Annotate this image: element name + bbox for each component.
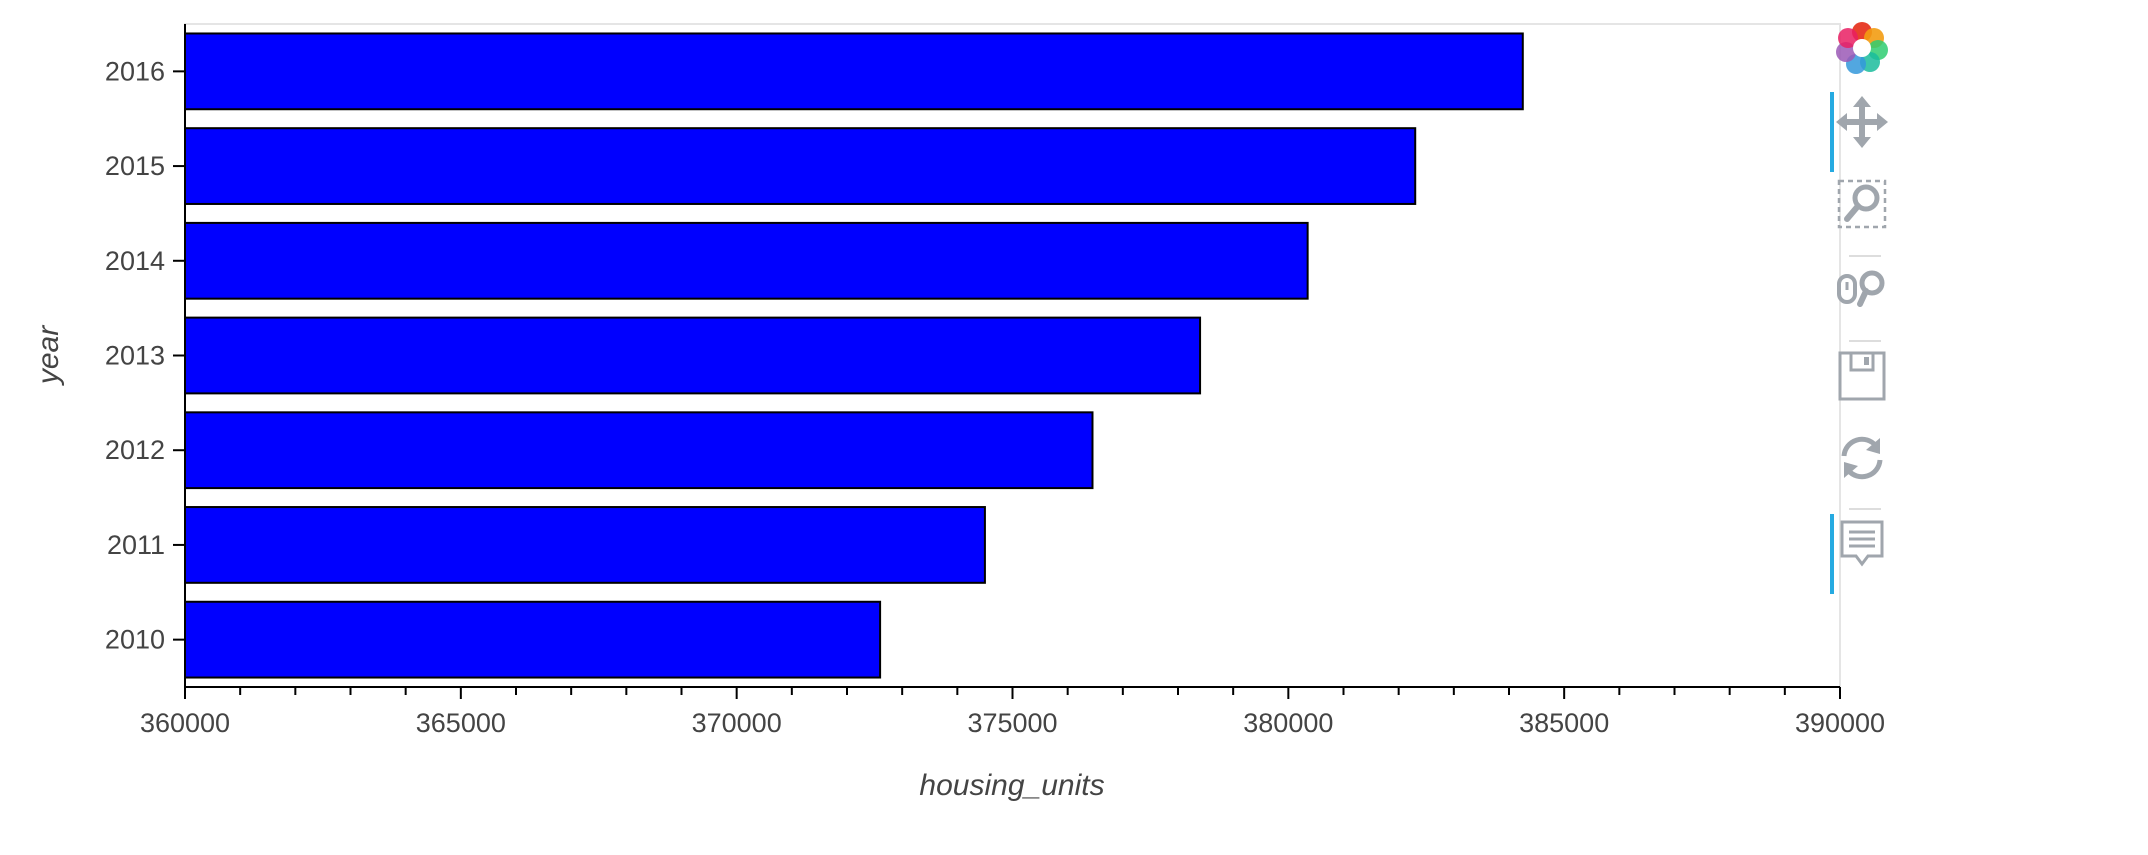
toolbar-separator [1849,340,1881,342]
y-tick-label-2010: 2010 [105,625,165,655]
bar-2011 [184,506,986,584]
y-tick-label-2016: 2016 [105,56,165,86]
toolbar-separator [1849,255,1881,257]
box-zoom-tool-button[interactable] [1832,174,1892,234]
save-tool-button[interactable] [1832,346,1892,406]
box-zoom-icon [1837,179,1887,229]
x-tick-label-385000: 385000 [1519,708,1609,738]
reset-icon [1841,436,1883,480]
chart-toolbar [1830,18,1892,598]
x-tick-label-370000: 370000 [692,708,782,738]
x-tick-label-380000: 380000 [1243,708,1333,738]
y-axis: 2010 2011 2012 2013 2014 2015 2016 [105,24,186,687]
bar-2012 [184,411,1094,490]
bar-2015 [184,127,1417,205]
x-tick-label-360000: 360000 [140,708,230,738]
bar-2016 [184,32,1524,111]
toolbar-separator [1849,508,1881,510]
hover-icon [1840,520,1884,567]
y-tick-label-2012: 2012 [105,435,165,465]
y-axis-title: year [32,325,65,386]
bar-2014 [184,221,1309,300]
bar-2010 [184,600,882,679]
bars-group [184,32,1524,679]
bar-2013 [184,316,1202,395]
y-tick-label-2013: 2013 [105,341,165,371]
x-axis-title: housing_units [919,769,1104,802]
pan-tool-button[interactable] [1830,92,1892,172]
bokeh-logo[interactable] [1832,18,1892,78]
wheel-zoom-tool-button[interactable] [1832,260,1892,320]
hover-tool-button[interactable] [1830,514,1892,594]
reset-tool-button[interactable] [1832,428,1892,488]
x-tick-label-365000: 365000 [416,708,506,738]
wheel-zoom-icon [1837,270,1885,307]
y-tick-label-2015: 2015 [105,151,165,181]
pan-icon [1836,96,1888,148]
save-icon [1838,351,1886,401]
bokeh-logo-icon [1836,22,1888,74]
y-tick-label-2014: 2014 [105,246,165,276]
y-tick-label-2011: 2011 [107,530,165,560]
x-axis: 360000 365000 370000 375000 380000 385000 3900… [140,686,1885,738]
x-tick-label-375000: 375000 [967,708,1057,738]
x-tick-label-390000: 390000 [1795,708,1885,738]
